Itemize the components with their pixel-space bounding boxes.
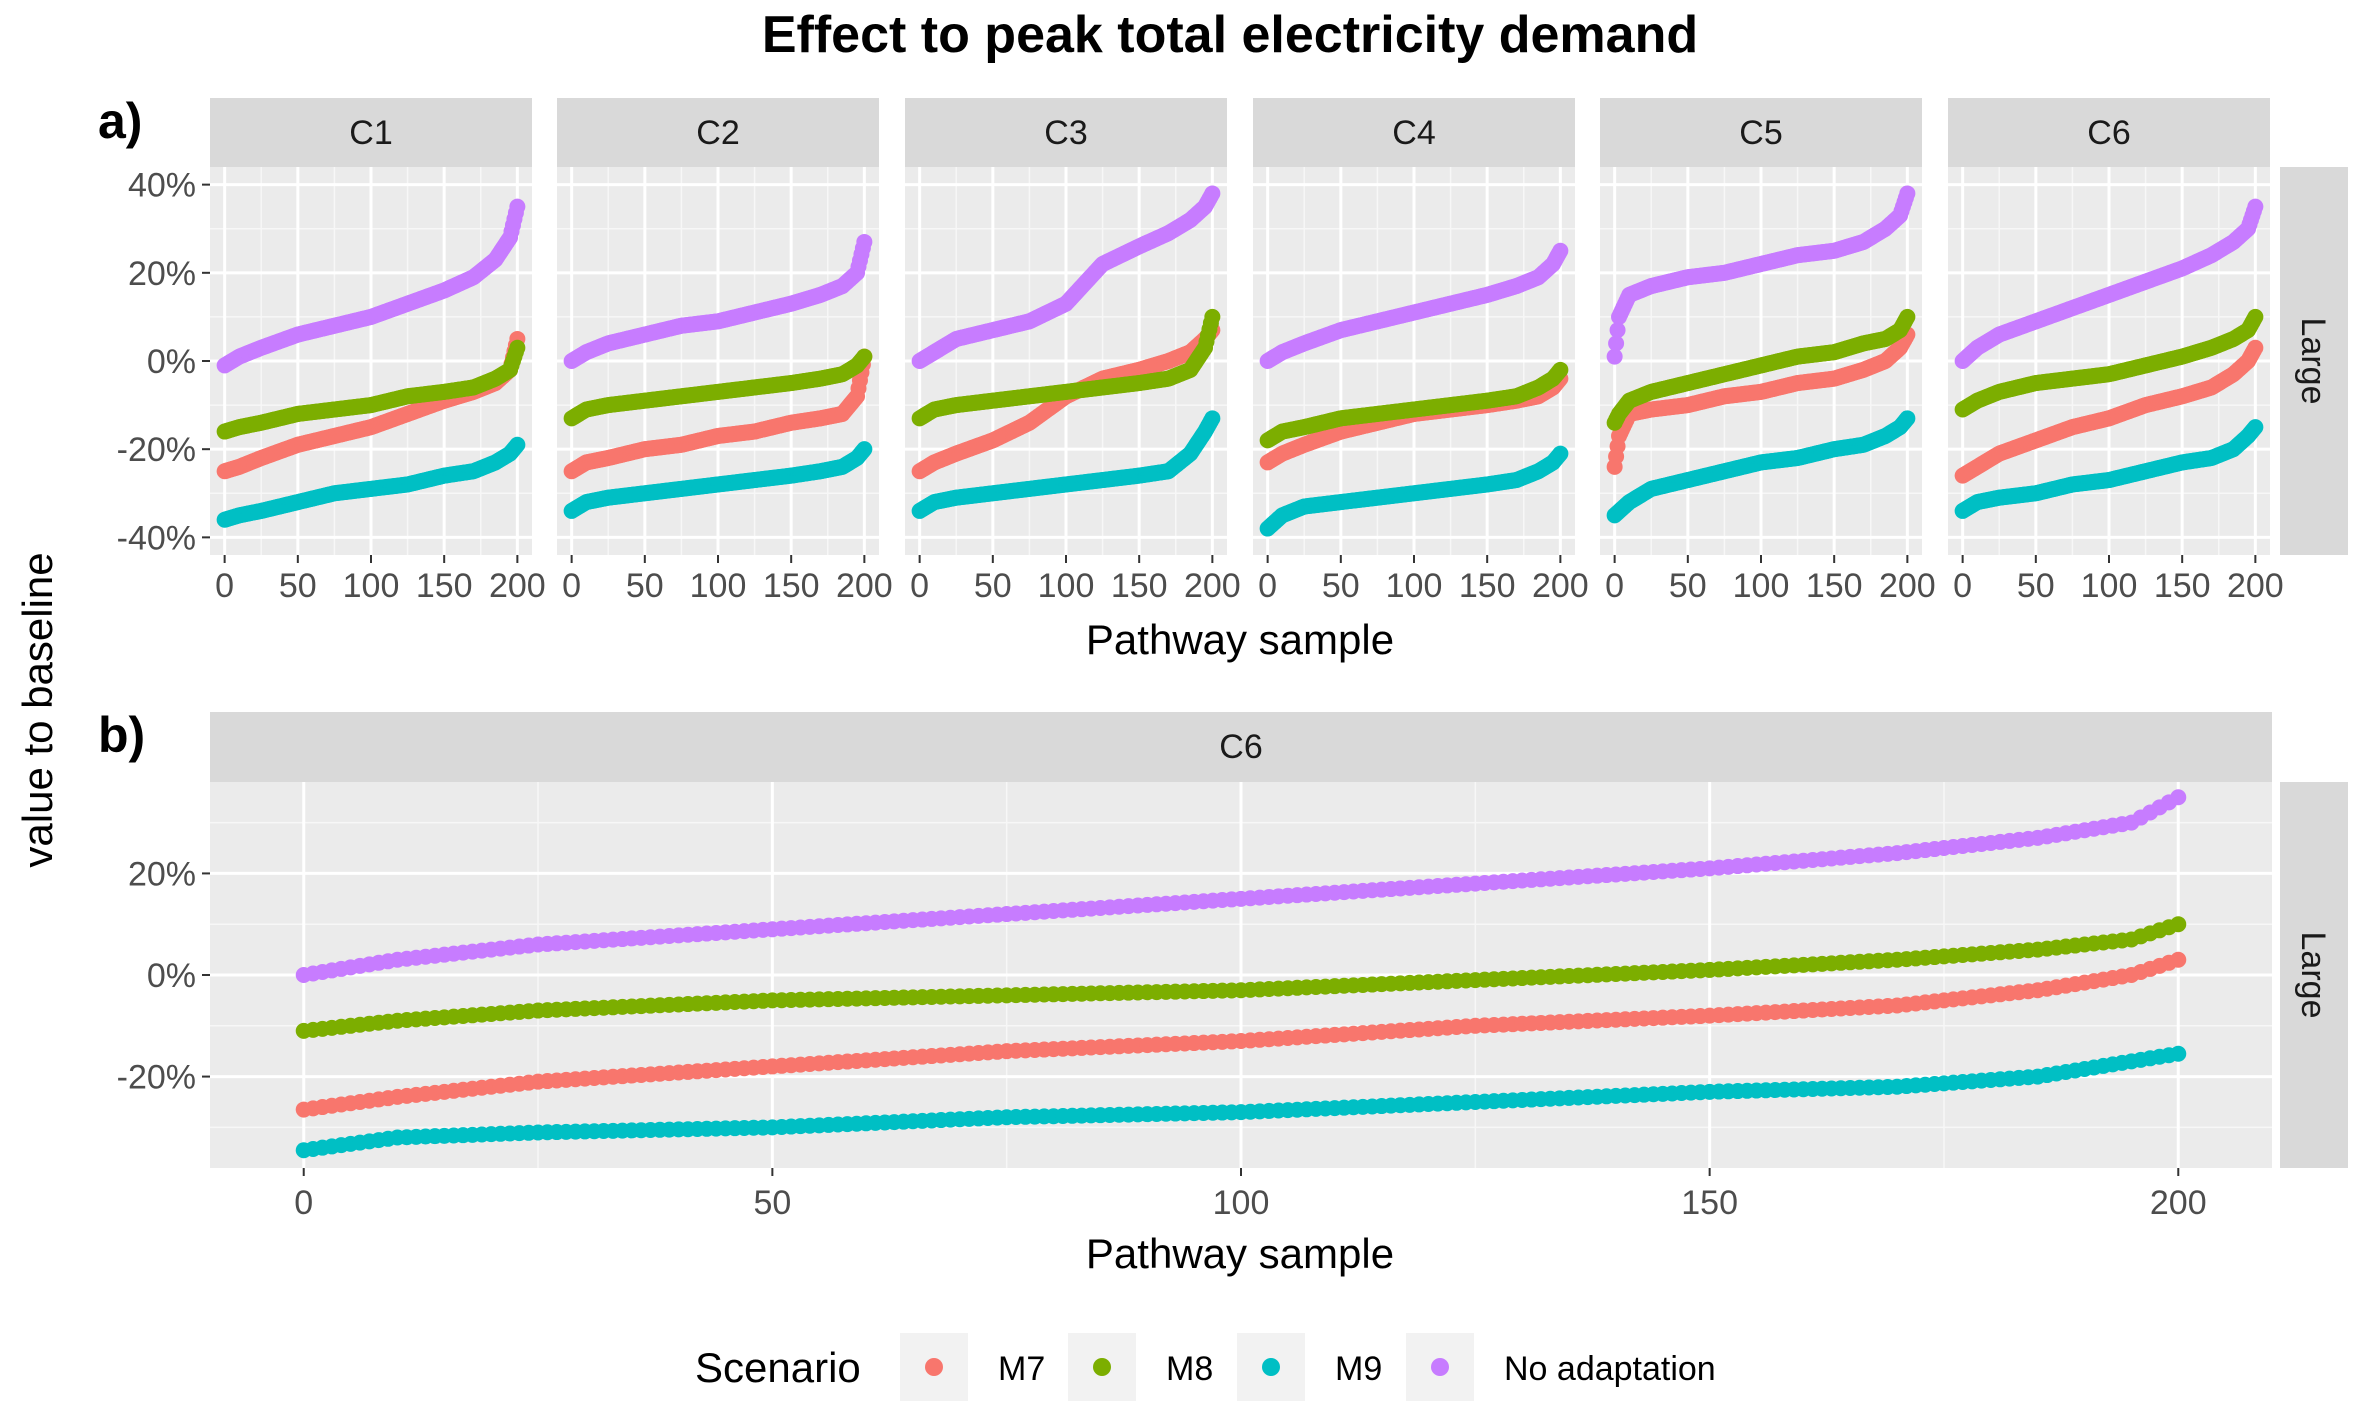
panel-a-x-axis-title: Pathway sample [1086, 616, 1394, 663]
panel-b-x-axis-title: Pathway sample [1086, 1230, 1394, 1277]
data-point [2247, 308, 2264, 325]
x-tick-label: 100 [2081, 567, 2138, 605]
data-point [1899, 308, 1916, 325]
facet-c4: C4 0 50 100 150 200 [1253, 98, 1589, 605]
x-tick-label: 150 [763, 567, 820, 605]
x-tick-label: 50 [1669, 567, 1707, 605]
facet-c5: C5 0 50 100 150 200 [1600, 98, 1936, 605]
data-point [856, 233, 873, 250]
facet-c2-series-m8 [563, 348, 873, 427]
x-tick-label: 0 [1605, 567, 1624, 605]
panel-a-tag: a) [98, 93, 142, 149]
data-point [1552, 445, 1569, 462]
data-point [856, 348, 873, 365]
x-tick-label: 200 [1532, 567, 1589, 605]
x-tick-label: 50 [626, 567, 664, 605]
data-point [1552, 361, 1569, 378]
facet-c1-series-m8 [216, 339, 526, 440]
facet-strip-label: C5 [1739, 114, 1782, 152]
x-tick-label: 150 [1806, 567, 1863, 605]
x-tick-label: 50 [974, 567, 1012, 605]
data-point [2247, 339, 2264, 356]
data-point [1204, 308, 1221, 325]
facet-strip-label: C4 [1392, 114, 1435, 152]
x-tick-label: 50 [279, 567, 317, 605]
x-tick-label: 200 [836, 567, 893, 605]
data-point [1899, 185, 1916, 202]
facet-c2: C2 0 50 100 150 200 [557, 98, 893, 605]
facet-c1: C1 0 50 100 150 200 [210, 98, 546, 605]
y-axis-title: value to baseline [14, 552, 61, 867]
data-point [509, 339, 526, 356]
x-tick-label: 0 [1953, 567, 1972, 605]
panel-a: C1 0 50 100 150 200 C2 0 50 100 150 200 C3 0 50 100 150 2… [117, 98, 2348, 605]
panel-b-tag: b) [98, 707, 145, 763]
facet-strip-label: C3 [1044, 114, 1087, 152]
chart-title: Effect to peak total electricity demand [762, 6, 1698, 64]
x-tick-label: 200 [489, 567, 546, 605]
x-tick-label: 0 [910, 567, 929, 605]
x-tick-label: 0 [562, 567, 581, 605]
facet-c2-series-m9 [563, 441, 873, 519]
data-point [1204, 410, 1221, 427]
facet-strip-label: C6 [2087, 114, 2130, 152]
x-tick-label: 100 [690, 567, 747, 605]
x-tick-label: 100 [343, 567, 400, 605]
facet-strip-label: C1 [349, 114, 392, 152]
x-tick-label: 100 [1038, 567, 1095, 605]
x-tick-label: 150 [1459, 567, 1516, 605]
x-tick-label: 0 [215, 567, 234, 605]
facet-strip [210, 98, 532, 167]
facet-c3: C3 0 50 100 150 200 [905, 98, 1241, 605]
data-point [2247, 419, 2264, 436]
data-point [1204, 185, 1221, 202]
x-tick-label: 200 [1184, 567, 1241, 605]
data-point [1552, 242, 1569, 259]
facet-c1-series-no-adaptation [216, 198, 526, 374]
x-tick-label: 100 [1733, 567, 1790, 605]
facet-c2-series-no-adaptation [563, 233, 873, 369]
x-tick-label: 200 [2227, 567, 2284, 605]
x-tick-label: 50 [2017, 567, 2055, 605]
x-tick-label: 150 [1111, 567, 1168, 605]
facet-strip-label: C2 [696, 114, 739, 152]
facet-c6: C6 0 50 100 150 200 [1948, 98, 2284, 605]
x-tick-label: 150 [2154, 567, 2211, 605]
data-point [1899, 410, 1916, 427]
facet-c2-series-m7 [563, 348, 873, 480]
facet-strip [557, 98, 879, 167]
data-point [509, 436, 526, 453]
x-tick-label: 0 [1258, 567, 1277, 605]
data-point [856, 441, 873, 458]
x-tick-label: 150 [416, 567, 473, 605]
data-point [509, 198, 526, 215]
x-tick-label: 50 [1322, 567, 1360, 605]
facet-c1-series-m9 [216, 436, 526, 528]
x-tick-label: 200 [1879, 567, 1936, 605]
x-tick-label: 100 [1386, 567, 1443, 605]
